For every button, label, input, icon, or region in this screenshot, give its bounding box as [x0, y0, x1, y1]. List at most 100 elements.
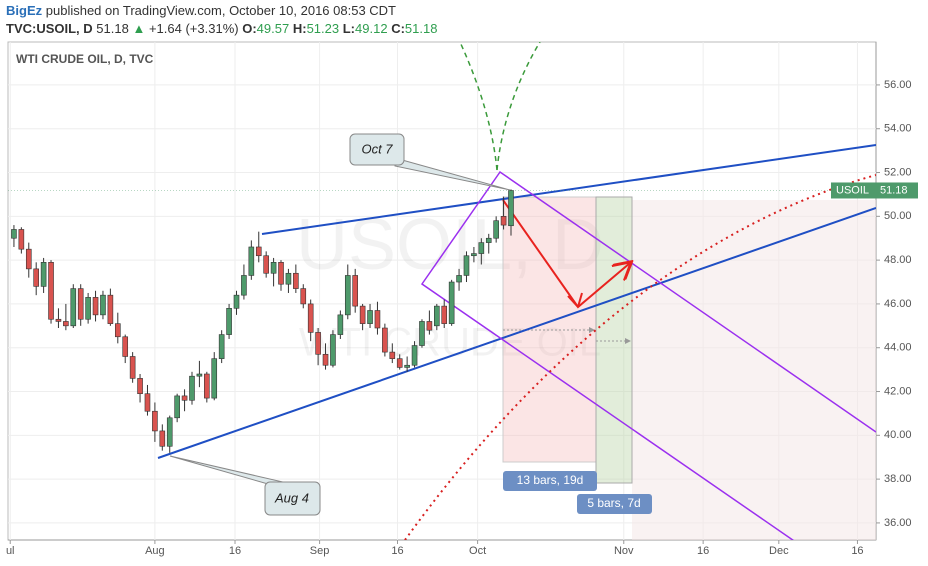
candle-body [396, 358, 403, 368]
candle-body [114, 323, 121, 338]
candle-body [322, 353, 329, 366]
x-tick-label: 16 [851, 545, 863, 557]
candle-body [285, 272, 292, 285]
candle-body [40, 262, 47, 287]
candle-body [77, 288, 84, 320]
candle-body [181, 395, 188, 401]
candle-body [493, 220, 499, 239]
candle-body [63, 321, 69, 327]
x-tick-label: Dec [769, 545, 789, 557]
candle-body [508, 190, 514, 227]
candle-body [11, 229, 17, 239]
candle-body [174, 395, 180, 419]
last-price-badge [831, 182, 918, 199]
candle-body [18, 229, 25, 250]
y-tick-label: 38.00 [884, 473, 912, 485]
candle-body [278, 262, 284, 285]
candle-body [166, 417, 173, 447]
candle-body [404, 364, 410, 368]
change: +1.64 (+3.31%) [149, 21, 239, 36]
candle-body [255, 246, 262, 257]
candle-body [263, 255, 269, 274]
x-tick-label: 16 [229, 545, 241, 557]
candle-body [48, 262, 54, 320]
x-tick-label: ul [6, 545, 15, 557]
candle-body [218, 334, 225, 359]
range-label [577, 494, 652, 514]
candle-body [441, 305, 448, 324]
y-tick-label: 40.00 [884, 429, 912, 441]
candle-body [270, 262, 277, 274]
candle-body [456, 275, 462, 283]
trend-line [261, 144, 876, 235]
candle-body [159, 430, 166, 447]
y-tick-label: 54.00 [884, 123, 912, 135]
projection-area [632, 200, 876, 540]
candle-body [137, 378, 143, 395]
candle-body [189, 375, 195, 401]
candle-body [248, 246, 255, 276]
x-tick-label: 16 [697, 545, 709, 557]
candle-body [471, 253, 477, 257]
candle-body [448, 281, 455, 324]
candle-body [359, 305, 366, 324]
candle-body [337, 314, 344, 335]
arrow-head [577, 292, 583, 308]
range-label [503, 471, 597, 491]
drawings [157, 42, 876, 540]
candle-body [352, 275, 359, 307]
candle-body [426, 321, 433, 331]
y-tick-label: 36.00 [884, 517, 912, 529]
y-tick-label: 56.00 [884, 79, 912, 91]
candle-body [419, 321, 425, 346]
ohlc-label: L: [343, 21, 355, 36]
y-tick-label: 46.00 [884, 298, 912, 310]
candle-body [382, 327, 388, 353]
header-line: BigEz published on TradingView.com, Octo… [6, 3, 396, 18]
author: BigEz [6, 3, 43, 18]
y-tick-label: 48.00 [884, 254, 912, 266]
candle-body [293, 272, 299, 289]
candle-body [33, 268, 39, 287]
candle-body [389, 351, 396, 359]
ohlc-label: O: [242, 21, 256, 36]
candle-body [344, 275, 351, 316]
arc [459, 42, 498, 171]
candle-body [241, 275, 247, 296]
x-tick-label: Aug [145, 545, 165, 557]
candle-body [92, 297, 99, 316]
candle-body [25, 248, 32, 270]
callout-text: Aug 4 [274, 490, 309, 505]
candle-body [196, 373, 203, 377]
candle-body [330, 334, 336, 366]
ohlc-value: 49.12 [355, 21, 388, 36]
candle-body [463, 255, 470, 276]
y-tick-label: 50.00 [884, 210, 912, 222]
arrow-head [567, 295, 579, 308]
y-tick-label: 44.00 [884, 342, 912, 354]
candle-body [144, 393, 151, 412]
candle-body [434, 305, 440, 327]
candle-body [374, 310, 381, 329]
callout [349, 133, 405, 166]
ohlc-value: 49.57 [257, 21, 290, 36]
candle-body [129, 356, 136, 379]
candle-body [226, 308, 232, 335]
candle-body [300, 288, 307, 305]
arc [496, 42, 541, 171]
ohlc-value: 51.18 [405, 21, 438, 36]
x-tick-label: 16 [391, 545, 403, 557]
y-tick-label: 42.00 [884, 385, 912, 397]
chart-title: WTI CRUDE OIL, D, TVC [16, 52, 154, 66]
date-range-green [595, 196, 633, 484]
range-label-text: 5 bars, 7d [587, 496, 640, 510]
candle-body [411, 345, 418, 366]
last: 51.18 [96, 21, 129, 36]
ohlc-label: C: [391, 21, 405, 36]
candle-body [500, 216, 507, 226]
last-price-symbol: USOIL [836, 184, 869, 196]
candle-body [315, 332, 321, 355]
x-tick-label: Nov [614, 545, 634, 557]
x-tick-label: Oct [469, 545, 486, 557]
